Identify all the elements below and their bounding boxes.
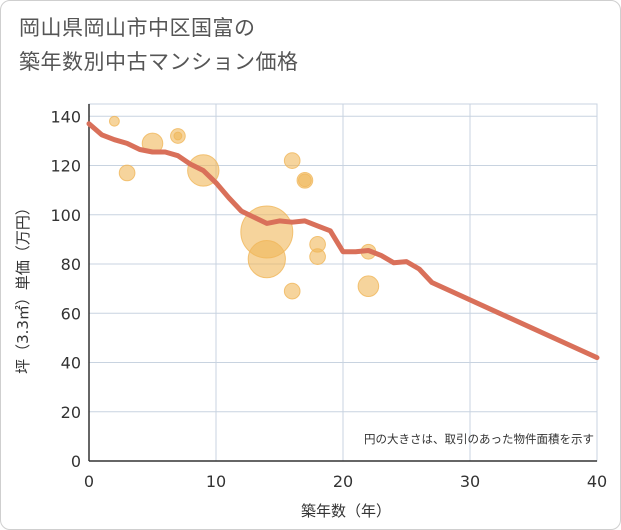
x-tick-label: 0 (84, 472, 94, 491)
average-line-series (86, 121, 600, 361)
chart-title: 岡山県岡山市中区国富の 築年数別中古マンション価格 (19, 11, 299, 79)
x-tick-label: 30 (460, 472, 480, 491)
y-tick-label: 100 (50, 206, 81, 225)
bubble-series (109, 115, 380, 300)
y-tick-label: 0 (71, 452, 81, 471)
transaction-bubble (247, 239, 286, 279)
y-tick-label: 80 (61, 255, 81, 274)
y-tick-label: 20 (61, 403, 81, 422)
tick-labels: 0 20 40 60 80 100 120 140 0 10 20 30 40 (50, 107, 607, 491)
transaction-bubble (109, 115, 120, 127)
transaction-bubble (283, 282, 301, 300)
y-tick-label: 140 (50, 107, 81, 126)
x-axis-label: 築年数（年） (301, 502, 391, 520)
bubble-size-note: 円の大きさは、取引のあった物件面積を示す (364, 432, 594, 446)
transaction-bubble (357, 275, 380, 297)
transaction-bubble (309, 248, 326, 265)
y-tick-label: 60 (61, 304, 81, 323)
grid (88, 103, 598, 462)
y-axis-label: 坪（3.3㎡）単価（万円） (14, 200, 32, 374)
y-tick-label: 40 (61, 354, 81, 373)
y-tick-label: 120 (50, 157, 81, 176)
average-price-line (86, 121, 600, 361)
transaction-bubble (173, 131, 183, 141)
x-tick-label: 40 (587, 472, 607, 491)
transaction-bubble (298, 173, 312, 188)
transaction-bubble (118, 164, 136, 182)
transaction-bubble (283, 152, 301, 169)
x-tick-label: 10 (206, 472, 226, 491)
x-tick-label: 20 (333, 472, 353, 491)
chart-title-line-2: 築年数別中古マンション価格 (19, 50, 299, 74)
chart-title-line-1: 岡山県岡山市中区国富の (19, 16, 256, 40)
